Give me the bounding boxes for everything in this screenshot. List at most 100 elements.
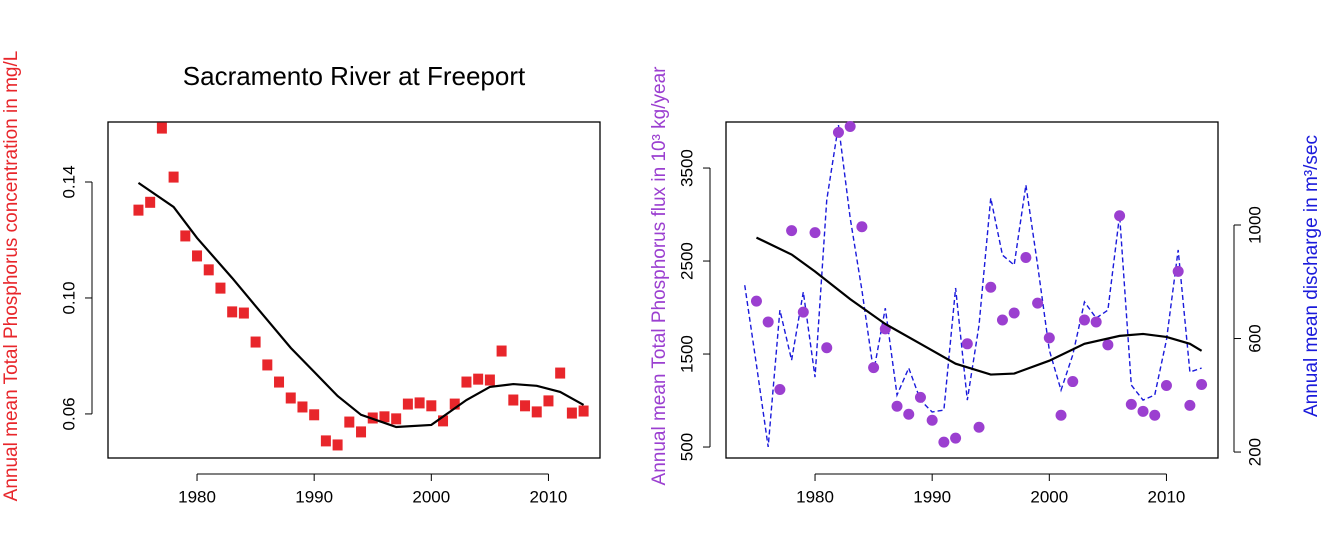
point bbox=[985, 281, 997, 293]
point bbox=[891, 400, 903, 412]
point bbox=[578, 405, 589, 417]
point bbox=[1149, 409, 1161, 421]
point bbox=[203, 264, 214, 276]
point bbox=[961, 338, 973, 350]
point bbox=[856, 221, 868, 233]
point bbox=[484, 374, 495, 386]
y-tick-label: 500 bbox=[677, 433, 696, 461]
x-tick-label: 2010 bbox=[1148, 487, 1186, 506]
point bbox=[797, 306, 809, 318]
point bbox=[1043, 332, 1055, 344]
point bbox=[1078, 314, 1090, 326]
y-axis-label: Annual mean Total Phosphorus concentrati… bbox=[1, 51, 22, 502]
point bbox=[844, 120, 856, 132]
point bbox=[356, 426, 367, 438]
point bbox=[1090, 316, 1102, 328]
x-tick-label: 1980 bbox=[796, 487, 834, 506]
y2-tick-label: 1000 bbox=[1245, 206, 1264, 244]
point bbox=[309, 409, 320, 421]
point bbox=[555, 367, 566, 379]
point bbox=[1114, 210, 1126, 222]
point bbox=[285, 392, 296, 404]
point bbox=[133, 204, 144, 216]
point bbox=[402, 398, 413, 410]
point bbox=[414, 397, 425, 409]
point bbox=[774, 383, 786, 395]
point bbox=[868, 362, 880, 374]
point bbox=[180, 230, 191, 242]
point bbox=[832, 126, 844, 138]
point bbox=[508, 394, 519, 406]
point bbox=[1172, 265, 1184, 277]
y-tick-label: 0.10 bbox=[59, 281, 78, 314]
point bbox=[950, 432, 962, 444]
point bbox=[914, 391, 926, 403]
y-tick-label: 2500 bbox=[677, 242, 696, 280]
point bbox=[821, 342, 833, 354]
point bbox=[1137, 405, 1149, 417]
plot-box bbox=[107, 121, 601, 459]
y-tick-label: 0.06 bbox=[59, 397, 78, 430]
point bbox=[1020, 251, 1032, 263]
y-tick-label: 1500 bbox=[677, 335, 696, 373]
point bbox=[809, 227, 821, 239]
point bbox=[1055, 409, 1067, 421]
x-tick-label: 1980 bbox=[178, 487, 216, 506]
y2-tick-label: 600 bbox=[1245, 324, 1264, 352]
point bbox=[426, 400, 437, 412]
y-tick-label: 0.14 bbox=[59, 165, 78, 198]
point bbox=[1032, 297, 1044, 309]
point bbox=[1160, 379, 1172, 391]
point bbox=[496, 345, 507, 357]
point bbox=[938, 436, 950, 448]
point bbox=[227, 306, 238, 318]
x-tick-label: 1990 bbox=[295, 487, 333, 506]
point bbox=[531, 406, 542, 418]
point bbox=[344, 416, 355, 428]
point bbox=[320, 435, 331, 447]
point bbox=[250, 336, 261, 348]
point bbox=[1067, 376, 1079, 388]
y2-tick-label: 200 bbox=[1245, 438, 1264, 466]
plot-box bbox=[725, 121, 1219, 459]
point bbox=[1184, 399, 1196, 411]
y-axis-label: Annual mean Total Phosphorus flux in 10³… bbox=[649, 66, 670, 486]
point bbox=[262, 359, 273, 371]
point bbox=[156, 122, 167, 134]
y2-axis-label: Annual mean discharge in m³/sec bbox=[1301, 135, 1322, 417]
point bbox=[297, 401, 308, 413]
point bbox=[473, 373, 484, 385]
point bbox=[391, 413, 402, 425]
point bbox=[1102, 339, 1114, 351]
point bbox=[1196, 379, 1208, 391]
point bbox=[438, 415, 449, 427]
point bbox=[543, 395, 554, 407]
point bbox=[566, 407, 577, 419]
point bbox=[973, 421, 985, 433]
x-tick-label: 2000 bbox=[412, 487, 450, 506]
point bbox=[215, 282, 226, 294]
point bbox=[332, 439, 343, 451]
chart-title: Sacramento River at Freeport bbox=[183, 61, 526, 91]
point bbox=[449, 398, 460, 410]
discharge-line bbox=[744, 125, 1202, 448]
point bbox=[461, 376, 472, 388]
point bbox=[926, 414, 938, 426]
x-tick-label: 2010 bbox=[530, 487, 568, 506]
point bbox=[379, 411, 390, 423]
trend-line bbox=[137, 181, 585, 429]
point bbox=[996, 314, 1008, 326]
point bbox=[192, 250, 203, 262]
point bbox=[168, 171, 179, 183]
trend-line bbox=[755, 236, 1203, 376]
point bbox=[238, 307, 249, 319]
point bbox=[750, 295, 762, 307]
point bbox=[1125, 398, 1137, 410]
point bbox=[145, 196, 156, 208]
x-tick-label: 1990 bbox=[913, 487, 951, 506]
point bbox=[762, 316, 774, 328]
y-tick-label: 3500 bbox=[677, 149, 696, 187]
point bbox=[520, 400, 531, 412]
